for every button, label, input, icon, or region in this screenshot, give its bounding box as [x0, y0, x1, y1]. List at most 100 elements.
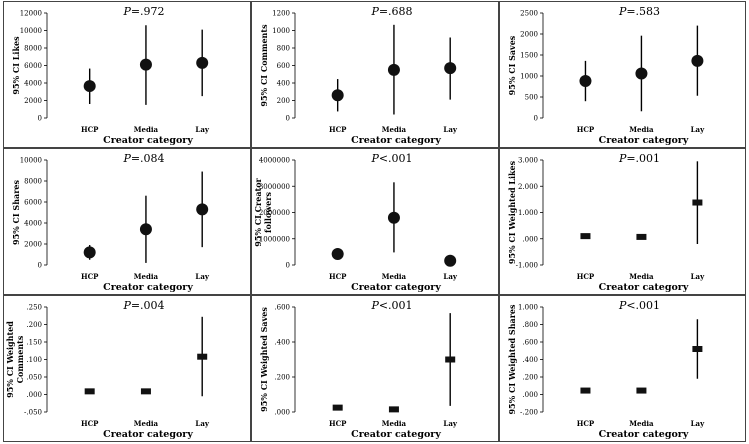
p-value-number: =.583	[626, 5, 660, 18]
mean-point-lay	[692, 199, 703, 206]
x-category-label: HCP	[81, 272, 99, 281]
p-value-number: <.001	[626, 299, 660, 312]
y-tick-label: 200	[277, 97, 290, 105]
panel-border	[251, 1, 499, 148]
x-axis-label: Creator category	[599, 135, 689, 146]
x-axis-label: Creator category	[351, 282, 441, 293]
x-category-label: Lay	[443, 419, 457, 428]
panel-border	[251, 295, 499, 442]
mean-point-hcp	[580, 387, 591, 394]
y-tick-label: .600	[522, 339, 538, 347]
x-category-label: Media	[134, 125, 159, 134]
y-tick-label: 2000000	[259, 209, 290, 217]
panel-border	[499, 148, 746, 295]
x-category-label: HCP	[577, 419, 595, 428]
mean-point-media	[140, 388, 151, 395]
y-tick-label: .000	[274, 409, 290, 417]
p-value-title: P=.688	[370, 5, 412, 18]
y-axis-label: 95% CI Weighted Shares	[507, 304, 517, 415]
y-tick-label: .000	[522, 235, 538, 243]
x-category-label: Lay	[195, 272, 209, 281]
p-value-title: P=.084	[122, 152, 164, 165]
mean-point-hcp	[83, 246, 96, 259]
chart-panel-1: P=.972 0 2000 4000 6000 8000 10000 12000 95% CI …	[3, 1, 251, 148]
p-value-letter: P	[618, 152, 627, 165]
x-category-label: HCP	[81, 419, 99, 428]
y-tick-label: 0	[286, 115, 290, 123]
chart-panel-3: P=.583 0 500 1000 1500 2000 2500 95% CI Saves HC…	[499, 1, 746, 148]
p-value-number: =.084	[131, 152, 165, 165]
x-category-label: HCP	[329, 419, 347, 428]
y-tick-label: 8000	[24, 178, 42, 186]
y-tick-label: 2500	[520, 10, 538, 18]
mean-point-hcp	[331, 89, 344, 102]
y-tick-label: .250	[26, 304, 42, 312]
y-tick-label: 400	[277, 80, 290, 88]
mean-point-media	[388, 406, 399, 413]
panel-border	[3, 148, 251, 295]
panel-border	[499, 1, 746, 148]
x-category-label: Lay	[443, 125, 457, 134]
x-category-label: HCP	[329, 125, 347, 134]
x-axis-label: Creator category	[599, 429, 689, 440]
p-value-letter: P	[122, 5, 131, 18]
y-tick-label: 600	[277, 62, 290, 70]
y-tick-label: 6000	[24, 199, 42, 207]
mean-point-media	[636, 387, 647, 394]
p-value-number: =.688	[379, 5, 413, 18]
y-tick-label: 500	[525, 94, 538, 102]
y-tick-label: 1500	[520, 52, 538, 60]
mean-point-lay	[196, 56, 209, 69]
mean-point-hcp	[83, 80, 96, 93]
y-tick-label: .200	[26, 321, 42, 329]
y-tick-label: 6000	[24, 62, 42, 70]
y-tick-label: 4000	[24, 220, 42, 228]
p-value-letter: P	[122, 299, 131, 312]
p-value-letter: P	[122, 152, 131, 165]
y-tick-label: -1.000	[516, 262, 538, 270]
x-category-label: Media	[382, 419, 407, 428]
y-tick-label: 3.000	[518, 157, 538, 165]
x-category-label: Media	[134, 419, 159, 428]
y-tick-label: 2.000	[518, 183, 538, 191]
x-axis-label: Creator category	[103, 135, 193, 146]
mean-point-media	[387, 211, 400, 224]
mean-point-media	[387, 63, 400, 76]
p-value-title: P<.001	[370, 152, 412, 165]
panel-border	[499, 295, 746, 442]
panel-border	[3, 1, 251, 148]
y-tick-label: 2000	[520, 31, 538, 39]
mean-point-lay	[445, 356, 456, 363]
y-tick-label: .400	[522, 356, 538, 364]
chart-panel-8: P<.001 .000 .200 .400 .600 95% CI Weighted Sa…	[251, 295, 499, 442]
chart-panel-5: P<.001 0 1000000 2000000 3000000 4000000 95% C…	[251, 148, 499, 295]
y-axis-label-line: 95% CI Creator	[253, 177, 263, 246]
mean-point-lay	[692, 346, 703, 352]
mean-point-media	[139, 58, 152, 71]
p-value-letter: P	[618, 299, 627, 312]
mean-point-media	[635, 67, 648, 80]
mean-point-hcp	[580, 233, 591, 240]
y-axis-label: 95% CI Shares	[11, 180, 21, 245]
p-value-letter: P	[370, 5, 379, 18]
y-tick-label: .400	[274, 339, 290, 347]
y-tick-label: 4000	[24, 80, 42, 88]
p-value-title: P<.001	[618, 299, 660, 312]
p-value-number: =.001	[626, 152, 660, 165]
x-category-label: Lay	[691, 272, 705, 281]
y-tick-label: 1000	[520, 73, 538, 81]
y-tick-label: 4000000	[259, 157, 290, 165]
x-axis-label: Creator category	[103, 429, 193, 440]
p-value-letter: P	[370, 299, 379, 312]
x-axis-label: Creator category	[103, 282, 193, 293]
y-axis-label: 95% CI Saves	[507, 35, 517, 95]
p-value-number: =.972	[131, 5, 165, 18]
y-axis-label-line: Comments	[15, 335, 25, 383]
x-category-label: HCP	[577, 125, 595, 134]
x-category-label: Lay	[691, 419, 705, 428]
y-tick-label: 0	[38, 115, 42, 123]
